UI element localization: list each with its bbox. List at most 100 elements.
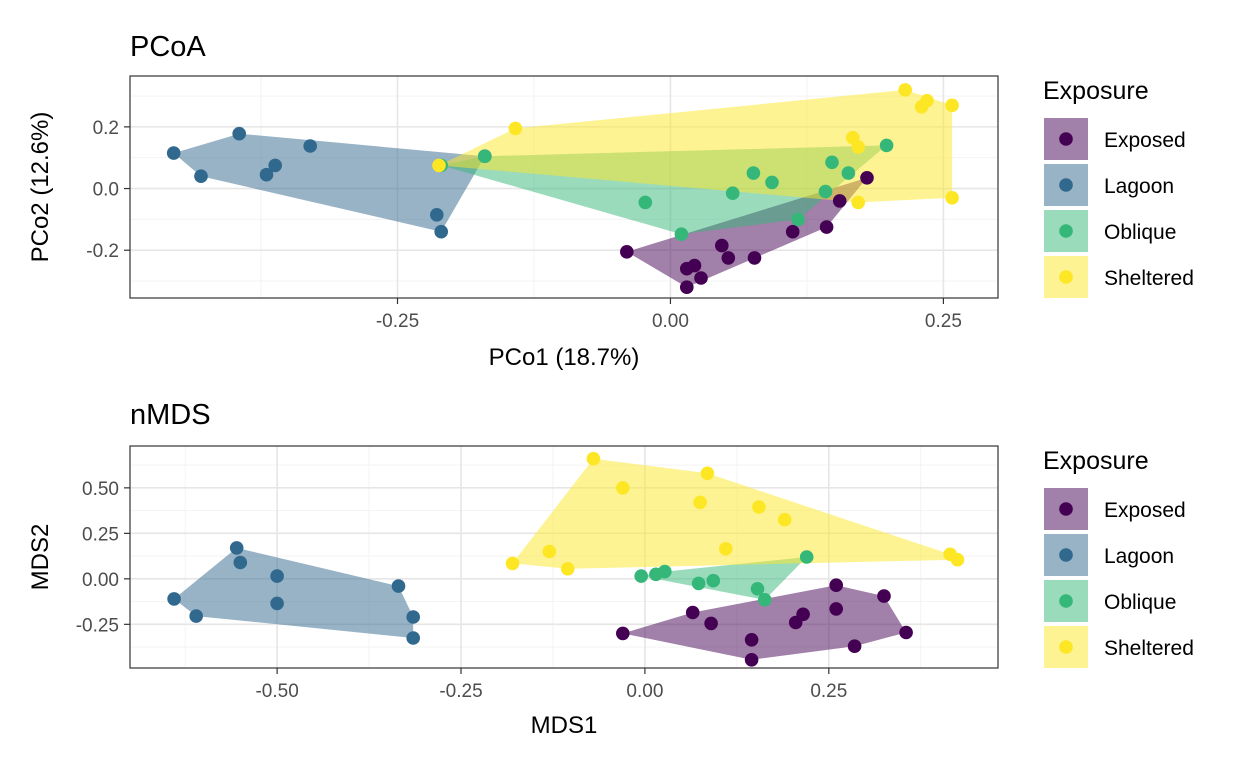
pcoa-point-lagoon bbox=[232, 126, 246, 141]
pcoa-point-oblique bbox=[638, 195, 653, 210]
pcoa-title: PCoA bbox=[130, 31, 206, 63]
nmds-legend-label-sheltered: Sheltered bbox=[1104, 637, 1194, 660]
pcoa-legend-marker-oblique bbox=[1059, 224, 1073, 238]
nmds-point-oblique bbox=[758, 593, 772, 607]
pcoa-point-lagoon bbox=[430, 208, 444, 222]
pcoa-point-oblique bbox=[841, 166, 856, 180]
nmds-legend-label-oblique: Oblique bbox=[1104, 591, 1176, 614]
pcoa-legend-label-exposed: Exposed bbox=[1104, 129, 1186, 152]
pcoa-point-exposed bbox=[860, 171, 874, 185]
nmds-x-tick-label: 0.00 bbox=[626, 681, 663, 702]
nmds-point-lagoon bbox=[189, 609, 203, 623]
nmds-point-oblique bbox=[799, 550, 814, 564]
pcoa-y-tick-label: -0.2 bbox=[86, 241, 119, 262]
nmds-point-sheltered bbox=[505, 556, 520, 571]
nmds-point-exposed bbox=[704, 616, 718, 631]
nmds-point-lagoon bbox=[406, 610, 421, 624]
pcoa-point-sheltered bbox=[945, 191, 959, 205]
nmds-legend-marker-oblique bbox=[1059, 594, 1073, 608]
pcoa-point-sheltered bbox=[898, 83, 912, 97]
pcoa-point-exposed bbox=[785, 224, 800, 239]
nmds-point-sheltered bbox=[719, 542, 733, 556]
pcoa-point-lagoon bbox=[434, 224, 449, 239]
pcoa-point-sheltered bbox=[851, 195, 865, 210]
pcoa-point-sheltered bbox=[920, 93, 934, 108]
nmds-point-exposed bbox=[685, 605, 700, 620]
pcoa-legend-label-lagoon: Lagoon bbox=[1104, 175, 1174, 198]
nmds-point-oblique bbox=[634, 569, 648, 583]
nmds-point-oblique bbox=[691, 576, 706, 591]
pcoa-point-sheltered bbox=[508, 121, 523, 136]
nmds-point-oblique bbox=[750, 582, 765, 596]
nmds-point-sheltered bbox=[560, 562, 575, 576]
nmds-point-sheltered bbox=[950, 552, 965, 567]
pcoa-legend-marker-exposed bbox=[1059, 132, 1073, 146]
nmds-x-tick-label: -0.50 bbox=[255, 681, 298, 702]
nmds-point-sheltered bbox=[542, 544, 557, 559]
nmds-point-lagoon bbox=[233, 555, 248, 570]
pcoa-point-lagoon bbox=[166, 146, 181, 160]
pcoa-point-oblique bbox=[674, 227, 689, 241]
pcoa-point-exposed bbox=[715, 238, 729, 253]
pcoa-point-exposed bbox=[687, 258, 702, 273]
pcoa-point-lagoon bbox=[268, 158, 283, 173]
pcoa-point-oblique bbox=[725, 186, 740, 200]
pcoa-point-exposed bbox=[721, 251, 736, 265]
nmds-point-oblique bbox=[658, 564, 672, 579]
nmds-hull-oblique bbox=[641, 557, 807, 600]
pcoa-point-oblique bbox=[818, 184, 833, 199]
pcoa-point-oblique bbox=[791, 212, 805, 227]
pcoa-point-oblique bbox=[879, 138, 894, 153]
nmds-point-oblique bbox=[706, 573, 721, 588]
pcoa-hull-sheltered bbox=[439, 89, 953, 203]
nmds-point-sheltered bbox=[752, 500, 766, 514]
pcoa-point-exposed bbox=[832, 194, 847, 208]
nmds-panel-border bbox=[129, 445, 999, 669]
nmds-legend: Exposure Exposed Lagoon Oblique Sheltered bbox=[1043, 447, 1194, 668]
pcoa-panel: PCoA -0.25 0.00 0.25 -0.2 0.0 0.2 PCo1 (18.7%) P… bbox=[27, 31, 1194, 371]
nmds-point-exposed bbox=[616, 626, 630, 641]
nmds-point-lagoon bbox=[270, 596, 284, 611]
nmds-point-exposed bbox=[899, 625, 913, 640]
nmds-y-tick-label: 0.25 bbox=[82, 524, 119, 545]
nmds-legend-title: Exposure bbox=[1043, 447, 1149, 475]
pcoa-y-tick-label: 0.2 bbox=[93, 118, 119, 139]
pcoa-x-tick-label: 0.00 bbox=[652, 311, 689, 332]
pcoa-point-lagoon bbox=[194, 169, 208, 183]
nmds-legend-marker-sheltered bbox=[1059, 640, 1073, 654]
pcoa-y-tick-label: 0.0 bbox=[93, 180, 119, 201]
pcoa-point-exposed bbox=[747, 251, 762, 265]
nmds-point-sheltered bbox=[700, 466, 715, 481]
pcoa-point-exposed bbox=[819, 220, 834, 234]
pcoa-point-sheltered bbox=[851, 140, 865, 154]
nmds-point-lagoon bbox=[391, 579, 406, 593]
pcoa-legend-marker-sheltered bbox=[1059, 270, 1073, 284]
nmds-y-axis-title: MDS2 bbox=[27, 524, 54, 591]
pcoa-point-exposed bbox=[694, 271, 708, 285]
pcoa-legend-marker-lagoon bbox=[1059, 178, 1073, 192]
nmds-panel: nMDS -0.50 -0.25 0.00 0.25 -0.25 0.00 0.25 0.50 M… bbox=[27, 399, 1194, 739]
pcoa-legend: Exposure Exposed Lagoon Oblique Sheltered bbox=[1043, 77, 1194, 298]
nmds-point-sheltered bbox=[777, 512, 792, 527]
nmds-point-exposed bbox=[829, 578, 843, 592]
pcoa-x-tick-label: -0.25 bbox=[376, 311, 419, 332]
nmds-point-lagoon bbox=[406, 631, 421, 645]
nmds-legend-marker-exposed bbox=[1059, 502, 1073, 516]
nmds-point-exposed bbox=[744, 653, 759, 667]
pcoa-x-axis-title: PCo1 (18.7%) bbox=[489, 344, 640, 371]
pcoa-hull-lagoon bbox=[173, 133, 485, 232]
pcoa-point-lagoon bbox=[303, 139, 318, 153]
nmds-point-lagoon bbox=[270, 569, 284, 583]
nmds-y-tick-label: -0.25 bbox=[76, 615, 119, 636]
nmds-point-lagoon bbox=[229, 541, 244, 555]
pcoa-point-oblique bbox=[825, 155, 839, 170]
pcoa-x-tick-label: 0.25 bbox=[925, 311, 962, 332]
nmds-legend-marker-lagoon bbox=[1059, 548, 1073, 562]
pcoa-y-axis-title: PCo2 (12.6%) bbox=[27, 112, 54, 263]
nmds-point-exposed bbox=[877, 589, 891, 603]
nmds-legend-label-lagoon: Lagoon bbox=[1104, 545, 1174, 568]
pcoa-legend-label-oblique: Oblique bbox=[1104, 221, 1176, 244]
pcoa-point-sheltered bbox=[432, 158, 446, 173]
nmds-x-tick-label: -0.25 bbox=[439, 681, 482, 702]
